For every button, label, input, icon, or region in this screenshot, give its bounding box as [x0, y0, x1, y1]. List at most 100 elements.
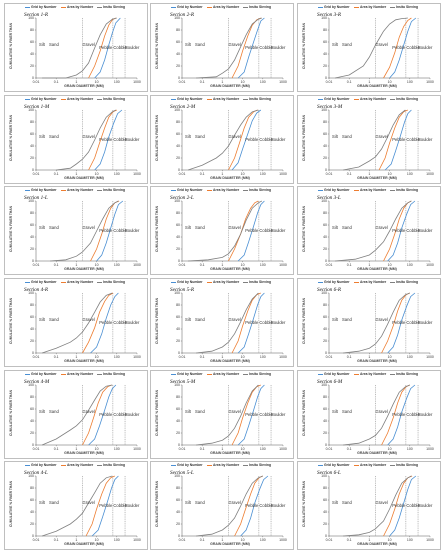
y-tick-label: 80: [176, 28, 180, 32]
series-line: [82, 384, 112, 446]
x-tick-label: 100: [407, 447, 413, 451]
zone-label: Cobble: [113, 320, 127, 325]
y-tick-label: 80: [30, 28, 34, 32]
legend-swatch: [61, 189, 66, 191]
y-tick-label: 80: [323, 486, 327, 490]
y-tick-label: 60: [176, 315, 180, 319]
legend-swatch: [61, 6, 66, 8]
legend-swatch: [207, 281, 212, 283]
y-tick-label: 40: [30, 327, 34, 331]
x-tick-label: 0.1: [200, 263, 205, 267]
y-tick-label: 40: [323, 419, 327, 423]
legend-label: Insitu Sieving: [103, 5, 126, 9]
x-tick-label: 1000: [426, 355, 434, 359]
legend-swatch: [354, 373, 359, 375]
legend-label: Grid by Number: [31, 5, 57, 9]
zone-label: Sand: [342, 42, 352, 47]
zone-label: Cobble: [259, 503, 273, 508]
chart-panel: 0 20 40 60 80 100 0.01 0.1 1 10 100 1000 Grid by Num…: [297, 370, 441, 459]
zone-label: Pebble: [392, 228, 406, 233]
y-tick-label: 20: [323, 64, 327, 68]
y-tick-label: 100: [174, 16, 180, 20]
zone-label: Boulder: [124, 503, 140, 508]
legend-entry: Insitu Sieving: [243, 97, 271, 101]
x-tick-label: 100: [260, 355, 266, 359]
legend-swatch: [171, 464, 176, 466]
legend-label: Grid by Number: [177, 280, 203, 284]
zone-label: Sand: [195, 500, 205, 505]
x-tick-label: 1: [221, 263, 223, 267]
panel-title: Section 5-M: [170, 379, 196, 385]
legend-swatch: [25, 98, 30, 100]
legend-label: Area by Number: [360, 97, 387, 101]
x-axis-label: GRAIN DIAMETER (MM): [64, 266, 104, 271]
legend-label: Insitu Sieving: [103, 280, 126, 284]
y-tick-label: 60: [323, 407, 327, 411]
panel-plot: 0 20 40 60 80 100 0.01 0.1 1 10 100 1000: [321, 474, 434, 542]
zone-label: Sand: [49, 225, 59, 230]
legend-label: Area by Number: [360, 463, 387, 467]
x-tick-label: 1000: [426, 172, 434, 176]
panel-title: Section 2-R: [170, 12, 195, 18]
x-tick-label: 1: [368, 538, 370, 542]
series-line: [82, 292, 114, 354]
legend-entry: Area by Number: [207, 5, 239, 9]
legend-entry: Area by Number: [207, 372, 239, 376]
y-tick-label: 60: [30, 407, 34, 411]
zone-label: Pebble: [392, 137, 406, 142]
legend-label: Grid by Number: [177, 188, 203, 192]
y-tick-label: 40: [176, 419, 180, 423]
y-tick-label: 20: [176, 431, 180, 435]
x-tick-label: 0.1: [54, 80, 59, 84]
y-tick-label: 100: [321, 108, 327, 112]
zone-label: Sand: [195, 225, 205, 230]
y-tick-label: 100: [321, 291, 327, 295]
zone-label: Sand: [49, 42, 59, 47]
legend-entry: Grid by Number: [171, 97, 203, 101]
legend-swatch: [171, 98, 176, 100]
y-tick-label: 0: [32, 351, 34, 355]
y-tick-label: 20: [30, 431, 34, 435]
legend-entry: Area by Number: [354, 372, 386, 376]
legend-label: Insitu Sieving: [103, 372, 126, 376]
x-tick-label: 1: [368, 263, 370, 267]
legend-swatch: [390, 464, 395, 466]
y-tick-label: 60: [30, 40, 34, 44]
zone-label: Cobble: [259, 228, 273, 233]
legend-swatch: [97, 98, 102, 100]
zone-label: Pebble: [99, 228, 113, 233]
series-line: [96, 200, 124, 262]
zone-label: Boulder: [124, 412, 140, 417]
zone-label: Sand: [342, 225, 352, 230]
series-line: [237, 384, 265, 446]
x-tick-label: 0.01: [179, 263, 186, 267]
legend-swatch: [243, 189, 248, 191]
legend-swatch: [25, 6, 30, 8]
legend-entry: Grid by Number: [25, 188, 57, 192]
zone-label: Sand: [342, 317, 352, 322]
series-line: [41, 475, 113, 537]
chart-panel: 0 20 40 60 80 100 0.01 0.1 1 10 100 1000 Grid by Num…: [297, 3, 441, 92]
legend-entry: Grid by Number: [318, 97, 350, 101]
panel-title: Section 1-L: [24, 195, 48, 201]
x-tick-label: 100: [114, 538, 120, 542]
y-tick-label: 60: [176, 40, 180, 44]
x-tick-label: 0.1: [200, 538, 205, 542]
series-line: [90, 292, 119, 354]
legend-entry: Insitu Sieving: [97, 5, 125, 9]
legend-swatch: [97, 373, 102, 375]
x-tick-label: 0.01: [33, 172, 40, 176]
x-tick-label: 100: [407, 355, 413, 359]
y-tick-label: 20: [176, 64, 180, 68]
y-tick-label: 80: [30, 395, 34, 399]
y-tick-label: 0: [325, 259, 327, 263]
x-tick-label: 10: [388, 80, 392, 84]
panel-plot: 0 20 40 60 80 100 0.01 0.1 1 10 100 1000: [174, 108, 287, 176]
legend-swatch: [25, 281, 30, 283]
legend-label: Insitu Sieving: [249, 188, 272, 192]
y-tick-label: 0: [32, 168, 34, 172]
x-axis-label: GRAIN DIAMETER (MM): [357, 541, 397, 546]
legend-entry: Area by Number: [354, 188, 386, 192]
y-axis-label: CUMULATIVE % FINER THAN: [155, 205, 159, 253]
legend-label: Grid by Number: [324, 463, 350, 467]
